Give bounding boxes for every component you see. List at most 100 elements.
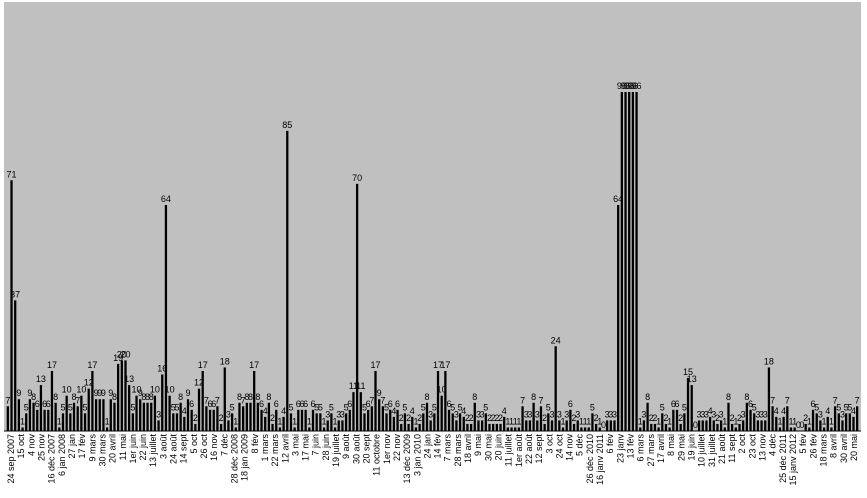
bar xyxy=(25,413,28,431)
data-label: 0 xyxy=(796,420,801,430)
bar xyxy=(10,180,13,431)
bar xyxy=(804,423,807,431)
data-label: 2 xyxy=(652,413,657,423)
bar xyxy=(466,423,469,431)
data-label: 20 xyxy=(120,349,130,359)
data-label: 1 xyxy=(583,416,588,426)
bar xyxy=(359,392,362,431)
bar xyxy=(532,402,535,431)
data-label: 8 xyxy=(255,392,260,402)
data-label: 9 xyxy=(138,388,143,398)
data-label: 5 xyxy=(318,402,323,412)
bar xyxy=(256,402,259,431)
bar xyxy=(36,409,39,431)
x-tick-label: 25 nov xyxy=(37,434,47,462)
x-tick-label: 1er juin xyxy=(128,434,138,464)
bar xyxy=(672,409,675,431)
bar xyxy=(492,423,495,431)
x-tick-label: 1er nov xyxy=(382,434,392,465)
bar xyxy=(392,416,396,432)
data-label: 12 xyxy=(84,378,94,388)
bar xyxy=(275,409,278,431)
data-label: 6 xyxy=(811,399,816,409)
bar xyxy=(238,402,241,431)
bar xyxy=(17,399,21,431)
data-label: 1 xyxy=(597,416,602,426)
bar xyxy=(333,427,337,431)
x-tick-label: 26 oct xyxy=(199,434,209,459)
bar xyxy=(14,300,17,431)
x-tick-label: 28 déc 2008 xyxy=(229,434,239,484)
data-label: 13 xyxy=(687,374,697,384)
bar xyxy=(830,427,833,431)
bar xyxy=(451,413,454,431)
data-label: 8 xyxy=(244,392,249,402)
bar xyxy=(727,402,730,431)
bar xyxy=(664,423,668,431)
data-label: 7 xyxy=(204,395,209,405)
bar xyxy=(135,395,138,431)
bar xyxy=(521,406,524,431)
data-label: 5 xyxy=(24,402,29,412)
data-label: 8 xyxy=(531,392,536,402)
data-label: 9 xyxy=(377,388,382,398)
data-label: 3 xyxy=(549,409,554,419)
bar xyxy=(168,395,171,431)
data-label: 2 xyxy=(498,413,503,423)
bar xyxy=(594,423,598,431)
bar xyxy=(98,399,101,431)
data-label: 7 xyxy=(75,395,80,405)
x-tick-label: 19 juin xyxy=(686,434,696,461)
bar xyxy=(208,409,212,431)
bar xyxy=(54,402,57,431)
data-label: 8 xyxy=(726,392,731,402)
data-label: 3 xyxy=(336,409,341,419)
bar xyxy=(554,346,557,431)
bar xyxy=(28,399,32,431)
data-label: 1 xyxy=(667,416,672,426)
bar xyxy=(547,413,550,431)
data-label: 3 xyxy=(476,409,481,419)
data-label: 20 xyxy=(117,349,127,359)
data-label: 2 xyxy=(649,413,654,423)
data-label: 8 xyxy=(266,392,271,402)
x-tick-label: 9 août xyxy=(341,434,351,460)
bar xyxy=(367,409,370,431)
data-label: 71 xyxy=(7,169,17,179)
x-tick-label: 31 juillet xyxy=(707,434,717,468)
bar xyxy=(738,423,741,431)
data-label: 64 xyxy=(613,194,623,204)
x-tick-label: 1er août xyxy=(514,434,524,468)
bar xyxy=(587,427,590,431)
data-label: 3 xyxy=(575,409,580,419)
data-label: 4 xyxy=(781,406,786,416)
data-label: 4 xyxy=(410,406,415,416)
data-label: 96 xyxy=(621,81,631,91)
data-label: 2 xyxy=(487,413,492,423)
data-label: 2 xyxy=(491,413,496,423)
data-label: 5 xyxy=(590,402,595,412)
bar xyxy=(407,423,410,431)
data-label: 1 xyxy=(788,416,793,426)
data-label: 4 xyxy=(182,406,187,416)
data-label: 3 xyxy=(711,409,716,419)
bar xyxy=(194,423,197,431)
x-tick-label: 13 juillet xyxy=(148,434,158,468)
bar xyxy=(742,420,745,431)
x-tick-label: 9 mars xyxy=(87,434,97,462)
data-label: 3 xyxy=(759,409,764,419)
x-tick-label: 4 déc xyxy=(768,434,778,457)
data-label: 19 xyxy=(113,353,123,363)
data-label: 8 xyxy=(744,392,749,402)
x-tick-label: 15 oct xyxy=(16,434,26,459)
x-tick-label: 23 janv xyxy=(615,434,625,464)
data-label: 7 xyxy=(380,395,385,405)
bar xyxy=(396,409,399,431)
x-tick-label: 7 déc xyxy=(219,434,229,457)
bar xyxy=(293,427,296,431)
bar xyxy=(822,427,826,431)
data-label: 1 xyxy=(322,416,327,426)
bar xyxy=(278,427,282,431)
bar xyxy=(348,409,351,431)
data-label: 96 xyxy=(624,81,634,91)
